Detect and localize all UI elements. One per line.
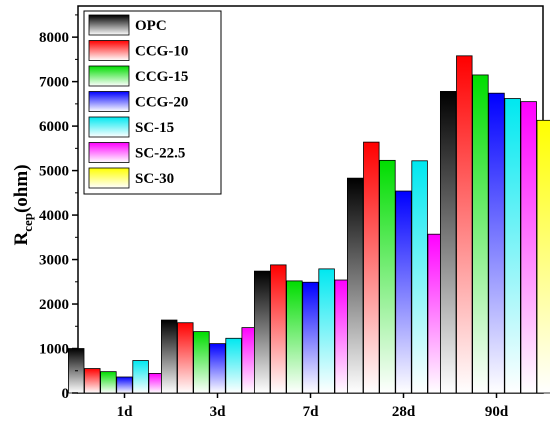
y-axis-label: Rcep(ohm) <box>11 164 35 245</box>
y-tick-label: 3000 <box>39 253 69 269</box>
legend-swatch-ccg-15 <box>88 65 130 87</box>
legend-swatch-sc-22-5 <box>88 142 130 163</box>
bar-sc-15-7d <box>318 268 335 394</box>
legend-swatch-ccg-10 <box>88 40 130 61</box>
y-tick-label: 4000 <box>39 208 69 224</box>
y-tick-label: 0 <box>62 386 70 402</box>
bar-ccg-20-1d <box>116 376 133 394</box>
bar-sc-15-28d <box>411 160 428 394</box>
bar-ccg-15-28d <box>379 159 396 394</box>
bar-sc-30-90d <box>536 119 550 394</box>
y-tick-label: 7000 <box>39 75 69 91</box>
bar-opc-7d <box>253 270 271 394</box>
legend-label-ccg-10: CCG-10 <box>135 44 188 60</box>
legend-swatch-ccg-20 <box>88 91 130 112</box>
bar-opc-28d <box>346 177 364 394</box>
bar-ccg-10-90d <box>456 55 473 394</box>
bar-sc-15-1d <box>132 360 149 394</box>
x-tick-label: 90d <box>485 404 509 420</box>
bar-sc-22-5-90d <box>520 101 537 394</box>
bar-ccg-15-3d <box>193 331 210 394</box>
legend-label-opc: OPC <box>135 18 167 34</box>
bar-opc-3d <box>160 319 178 394</box>
axes: 0 1000 2000 3000 4000 5000 6000 7000 8000 1d 3d 7d 2… <box>39 14 509 420</box>
bar-ccg-20-28d <box>395 190 412 394</box>
y-tick-label: 8000 <box>39 30 69 46</box>
y-tick-label: 6000 <box>39 119 69 135</box>
legend-swatch-sc-30 <box>88 167 130 189</box>
bar-ccg-15-1d <box>100 371 117 394</box>
y-tick-label: 1000 <box>39 342 69 358</box>
x-tick-label: 3d <box>210 404 227 420</box>
bar-ccg-10-28d <box>363 141 380 394</box>
bar-ccg-15-90d <box>472 74 489 394</box>
bar-ccg-10-7d <box>270 264 287 394</box>
bar-ccg-10-1d <box>84 368 101 394</box>
legend-label-sc-15: SC-15 <box>135 120 174 136</box>
bar-ccg-15-7d <box>286 280 303 394</box>
legend-label-ccg-20: CCG-20 <box>135 95 188 111</box>
legend: OPC CCG-10 CCG-15 CCG-20 SC-15 SC-22.5 SC-30 <box>83 10 222 195</box>
bar-opc-90d <box>439 91 457 394</box>
bar-ccg-20-90d <box>488 92 505 394</box>
legend-swatch-opc <box>88 14 130 36</box>
x-tick-label: 28d <box>392 404 416 420</box>
x-tick-label: 7d <box>303 404 320 420</box>
bar-ccg-20-3d <box>209 343 226 394</box>
legend-label-sc-30: SC-30 <box>135 171 174 187</box>
bar-ccg-10-3d <box>177 322 194 394</box>
bar-sc-15-90d <box>504 98 521 394</box>
bar-sc-15-3d <box>225 337 242 394</box>
legend-swatch-sc-15 <box>88 116 130 138</box>
y-tick-label: 5000 <box>39 164 69 180</box>
y-tick-label: 2000 <box>39 297 69 313</box>
bars <box>68 55 550 394</box>
x-tick-label: 1d <box>117 404 134 420</box>
legend-label-ccg-15: CCG-15 <box>135 69 188 85</box>
bar-ccg-20-7d <box>302 281 319 394</box>
legend-label-sc-22-5: SC-22.5 <box>135 146 185 162</box>
